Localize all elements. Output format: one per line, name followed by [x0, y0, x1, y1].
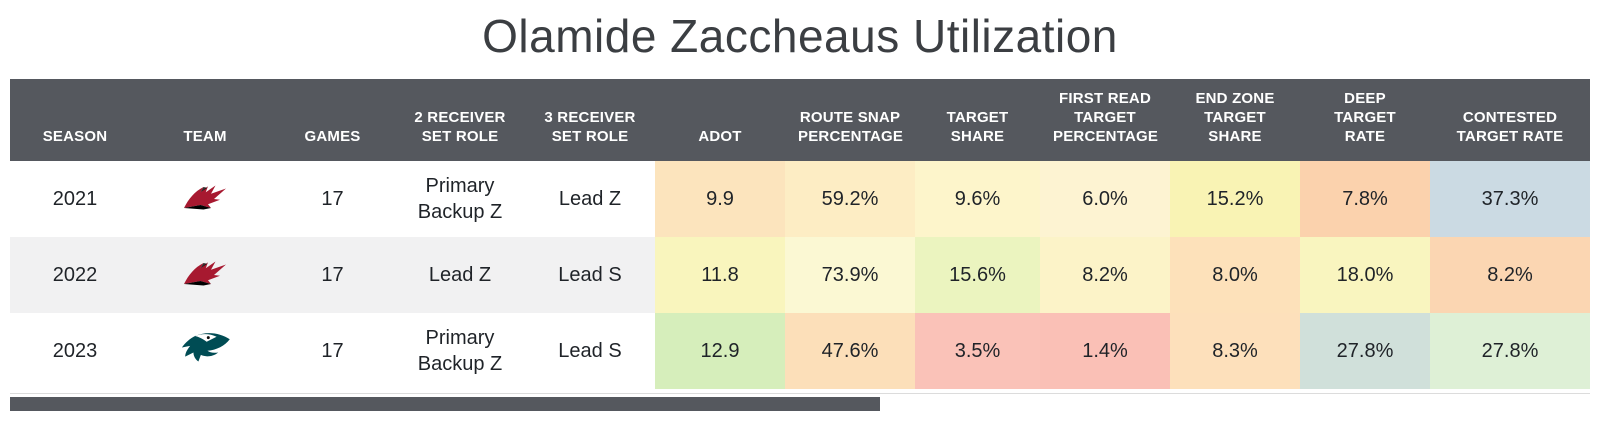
col-header-contested: CONTESTED TARGET RATE — [1430, 78, 1590, 162]
col-header-team: TEAM — [140, 78, 270, 162]
route-snap-cell: 47.6% — [785, 313, 915, 390]
table-header: SEASON TEAM GAMES 2 RECEIVER SET ROLE 3 … — [10, 78, 1590, 162]
role2-cell: Lead Z — [395, 237, 525, 314]
falcons-logo-icon — [182, 181, 228, 211]
end-zone-cell: 8.3% — [1170, 313, 1300, 390]
table-row-2021: 2021 17 Primary Backup Z Lead Z 9.9 59.2… — [10, 161, 1590, 238]
route-snap-cell: 73.9% — [785, 237, 915, 314]
col-header-first-read: FIRST READ TARGET PERCENTAGE — [1040, 78, 1170, 162]
games-cell: 17 — [270, 237, 395, 314]
role3-cell: Lead S — [525, 313, 655, 390]
col-header-deep-target: DEEP TARGET RATE — [1300, 78, 1430, 162]
target-share-cell: 3.5% — [915, 313, 1040, 390]
games-cell: 17 — [270, 313, 395, 390]
role3-cell: Lead Z — [525, 161, 655, 238]
col-header-3rec-role: 3 RECEIVER SET ROLE — [525, 78, 655, 162]
header-row: SEASON TEAM GAMES 2 RECEIVER SET ROLE 3 … — [10, 78, 1590, 162]
contested-cell: 37.3% — [1430, 161, 1590, 238]
table-body: 2021 17 Primary Backup Z Lead Z 9.9 59.2… — [10, 161, 1590, 390]
target-share-cell: 9.6% — [915, 161, 1040, 238]
utilization-table: SEASON TEAM GAMES 2 RECEIVER SET ROLE 3 … — [10, 78, 1590, 390]
col-header-target-share: TARGET SHARE — [915, 78, 1040, 162]
first-read-cell: 6.0% — [1040, 161, 1170, 238]
end-zone-cell: 15.2% — [1170, 161, 1300, 238]
page-title: Olamide Zaccheaus Utilization — [482, 10, 1118, 62]
col-header-end-zone: END ZONE TARGET SHARE — [1170, 78, 1300, 162]
games-cell: 17 — [270, 161, 395, 238]
table-row-2022: 2022 17 Lead Z Lead S 11.8 73.9% 15.6% — [10, 237, 1590, 314]
route-snap-cell: 59.2% — [785, 161, 915, 238]
deep-target-cell: 7.8% — [1300, 161, 1430, 238]
falcons-logo-icon — [182, 257, 228, 287]
first-read-cell: 1.4% — [1040, 313, 1170, 390]
col-header-adot: ADOT — [655, 78, 785, 162]
next-table-header-partial — [10, 397, 880, 412]
target-share-cell: 15.6% — [915, 237, 1040, 314]
deep-target-cell: 18.0% — [1300, 237, 1430, 314]
contested-cell: 27.8% — [1430, 313, 1590, 390]
role2-cell: Primary Backup Z — [395, 161, 525, 238]
role2-cell: Primary Backup Z — [395, 313, 525, 390]
team-cell — [140, 237, 270, 314]
season-cell: 2023 — [10, 313, 140, 390]
adot-cell: 9.9 — [655, 161, 785, 238]
col-header-season: SEASON — [10, 78, 140, 162]
table-row-2023: 2023 17 Primary Backup Z Lead S 12.9 47.… — [10, 313, 1590, 390]
table-bottom-divider — [10, 393, 1590, 395]
season-cell: 2021 — [10, 161, 140, 238]
col-header-2rec-role: 2 RECEIVER SET ROLE — [395, 78, 525, 162]
role3-cell: Lead S — [525, 237, 655, 314]
col-header-games: GAMES — [270, 78, 395, 162]
deep-target-cell: 27.8% — [1300, 313, 1430, 390]
page: Olamide Zaccheaus Utilization SEASON TEA… — [0, 10, 1600, 432]
adot-cell: 12.9 — [655, 313, 785, 390]
team-cell — [140, 161, 270, 238]
col-header-route-snap: ROUTE SNAP PERCENTAGE — [785, 78, 915, 162]
season-cell: 2022 — [10, 237, 140, 314]
eagles-logo-icon — [178, 331, 232, 364]
first-read-cell: 8.2% — [1040, 237, 1170, 314]
contested-cell: 8.2% — [1430, 237, 1590, 314]
end-zone-cell: 8.0% — [1170, 237, 1300, 314]
adot-cell: 11.8 — [655, 237, 785, 314]
team-cell — [140, 313, 270, 390]
